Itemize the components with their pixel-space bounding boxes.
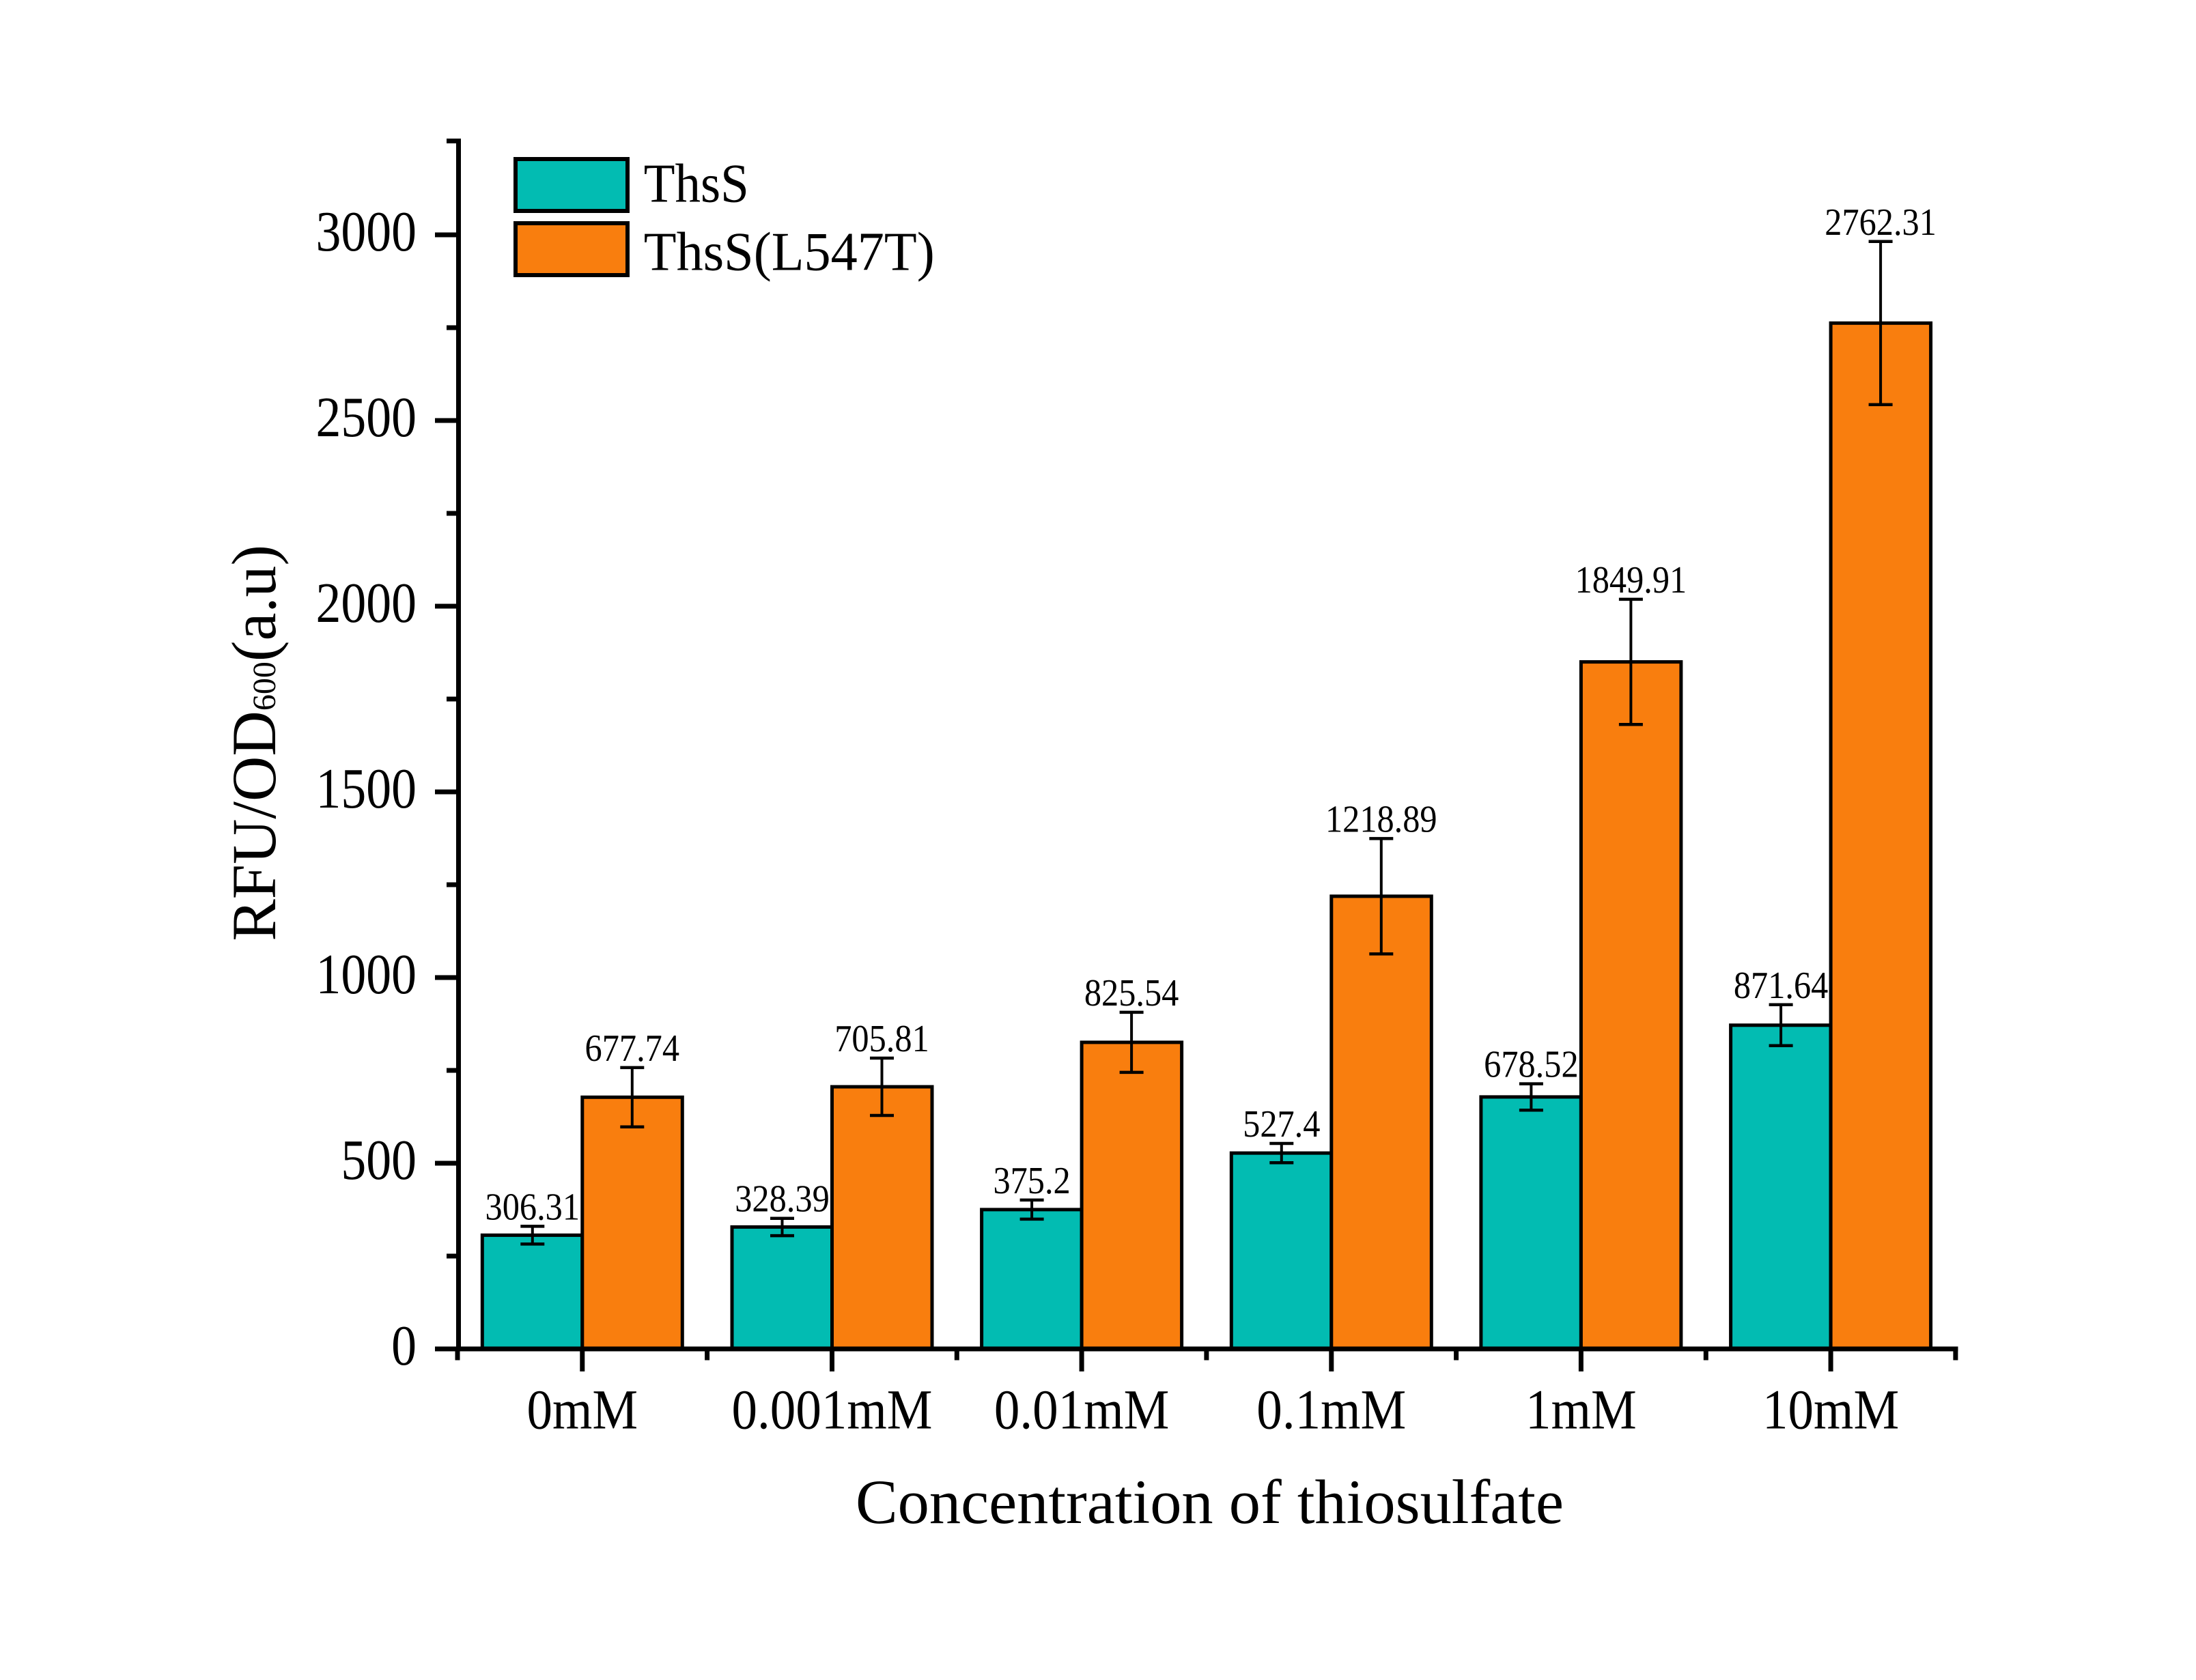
- svg-text:0.1mM: 0.1mM: [1256, 1378, 1406, 1441]
- svg-text:677.74: 677.74: [585, 1027, 680, 1070]
- svg-text:0: 0: [391, 1314, 417, 1378]
- svg-text:2762.31: 2762.31: [1825, 201, 1937, 244]
- svg-text:10mM: 10mM: [1762, 1378, 1899, 1441]
- svg-text:705.81: 705.81: [834, 1018, 929, 1060]
- svg-text:Concentration of thiosulfate: Concentration of thiosulfate: [856, 1467, 1564, 1537]
- svg-text:500: 500: [341, 1128, 417, 1192]
- svg-text:375.2: 375.2: [993, 1160, 1070, 1202]
- svg-text:825.54: 825.54: [1084, 972, 1179, 1014]
- svg-text:1500: 1500: [316, 757, 417, 821]
- svg-text:1849.91: 1849.91: [1575, 559, 1687, 601]
- svg-text:2500: 2500: [316, 386, 417, 449]
- svg-text:678.52: 678.52: [1484, 1044, 1579, 1086]
- svg-text:ThsS(L547T): ThsS(L547T): [644, 222, 935, 282]
- svg-text:RFU/OD600(a.u): RFU/OD600(a.u): [219, 545, 289, 941]
- svg-text:527.4: 527.4: [1243, 1103, 1320, 1145]
- svg-text:871.64: 871.64: [1734, 965, 1829, 1007]
- svg-text:ThsS: ThsS: [644, 154, 749, 214]
- svg-text:0.01mM: 0.01mM: [994, 1378, 1170, 1441]
- svg-text:328.39: 328.39: [735, 1178, 830, 1221]
- svg-text:3000: 3000: [316, 200, 417, 264]
- svg-text:1000: 1000: [316, 943, 417, 1006]
- svg-text:2000: 2000: [316, 571, 417, 635]
- svg-text:0mM: 0mM: [526, 1378, 638, 1441]
- svg-text:1218.89: 1218.89: [1325, 798, 1437, 840]
- svg-text:1mM: 1mM: [1525, 1378, 1637, 1441]
- svg-text:306.31: 306.31: [485, 1186, 580, 1228]
- svg-text:0.001mM: 0.001mM: [732, 1378, 933, 1441]
